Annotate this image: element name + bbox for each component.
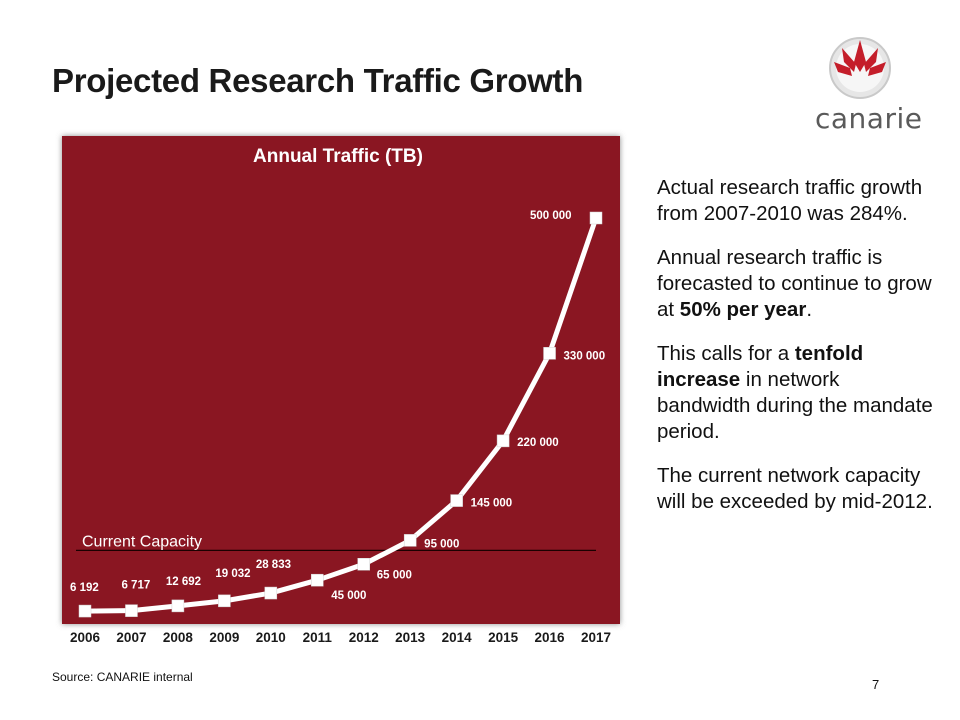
tenfold-emphasis: tenfold increase: [657, 342, 864, 391]
page-number: 7: [872, 677, 880, 692]
data-point-2009: [218, 594, 231, 608]
data-point-2017: [589, 211, 603, 225]
sidebar-text: Actual research traffic growth from 2007…: [657, 175, 937, 533]
data-point-2006: [78, 604, 92, 618]
x-tick-2008: 2008: [163, 630, 194, 645]
data-point-2013: [403, 534, 417, 547]
x-tick-2017: 2017: [581, 630, 611, 645]
data-point-2012: [357, 558, 370, 571]
x-tick-2011: 2011: [303, 630, 333, 645]
chart-panel: [62, 136, 620, 624]
data-point-2011: [311, 573, 324, 587]
traffic-series-line: [84, 217, 599, 614]
value-label-2006: 6 192: [70, 582, 99, 594]
value-label-2009: 19 032: [215, 568, 250, 580]
sidebar-paragraph-1: Actual research traffic growth from 2007…: [657, 176, 923, 225]
value-label-2008: 12 692: [166, 576, 201, 588]
data-point-2014: [450, 494, 463, 507]
value-label-2011: 45 000: [331, 590, 366, 602]
data-point-2015: [496, 434, 510, 448]
sidebar-paragraph-4: The current network capacity will be exc…: [657, 464, 933, 513]
x-tick-2016: 2016: [535, 630, 566, 645]
data-point-2016: [543, 347, 556, 360]
logo-wordmark: canarie: [815, 102, 923, 135]
x-tick-2013: 2013: [395, 630, 426, 645]
value-label-2013: 95 000: [424, 538, 459, 550]
value-label-2017: 500 000: [530, 210, 572, 222]
x-tick-2015: 2015: [488, 630, 519, 645]
growth-rate-emphasis: 50% per year: [679, 298, 807, 321]
slide-title: Projected Research Traffic Growth: [52, 62, 584, 99]
value-label-2015: 220 000: [517, 437, 559, 449]
data-point-2007: [125, 604, 138, 617]
x-tick-2012: 2012: [349, 630, 379, 645]
x-tick-2009: 2009: [209, 630, 239, 645]
data-point-2010: [264, 586, 278, 600]
chart-title: Annual Traffic (TB): [253, 146, 423, 167]
value-label-2014: 145 000: [471, 498, 513, 510]
canarie-logo-icon: [829, 37, 891, 99]
value-label-2016: 330 000: [564, 350, 606, 362]
x-tick-2006: 2006: [70, 630, 101, 645]
x-tick-2010: 2010: [256, 630, 286, 645]
capacity-label: Current Capacity: [82, 533, 202, 550]
x-tick-2014: 2014: [442, 630, 473, 645]
data-point-2008: [171, 599, 185, 613]
sidebar-paragraph-3: This calls for a tenfold increase in net…: [657, 342, 933, 443]
value-label-2010: 28 833: [256, 559, 291, 571]
x-tick-2007: 2007: [116, 630, 146, 645]
source-note: Source: CANARIE internal: [52, 670, 193, 684]
sidebar-paragraph-2: Annual research traffic is forecasted to…: [657, 246, 932, 321]
value-label-2007: 6 717: [121, 580, 150, 592]
value-label-2012: 65 000: [377, 569, 412, 581]
